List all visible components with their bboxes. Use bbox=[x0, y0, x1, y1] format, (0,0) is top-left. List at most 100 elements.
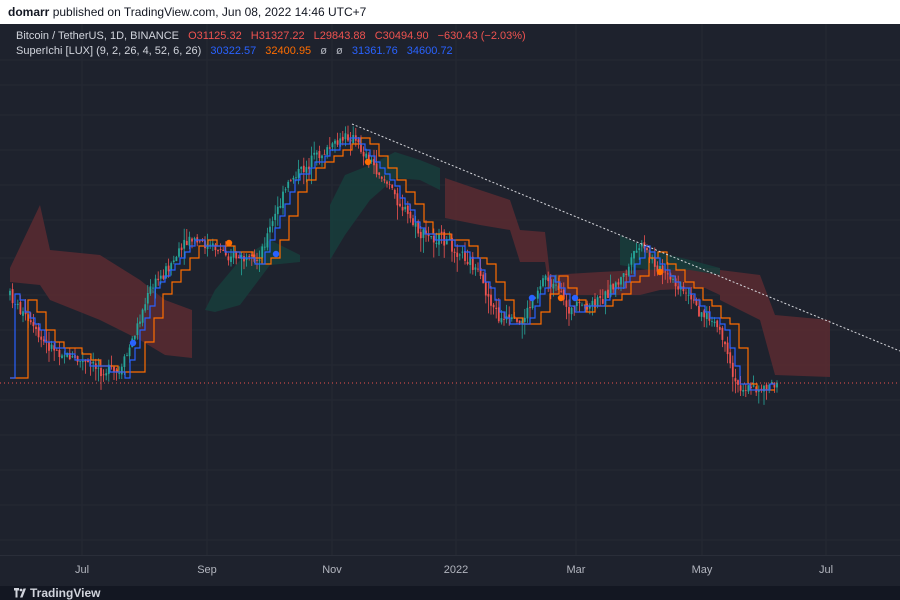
candle-body bbox=[744, 390, 747, 391]
candle-body bbox=[118, 373, 121, 374]
candle-body bbox=[461, 251, 464, 253]
candle bbox=[625, 269, 628, 289]
candle-body bbox=[607, 289, 609, 298]
candle bbox=[607, 279, 609, 298]
baseline-line bbox=[10, 137, 775, 391]
candle-body bbox=[518, 320, 521, 324]
candle bbox=[510, 314, 513, 322]
candle-body bbox=[568, 307, 570, 314]
trendline bbox=[351, 123, 900, 352]
candle-body bbox=[438, 233, 440, 245]
candle-body bbox=[474, 267, 477, 270]
candle-body bbox=[183, 239, 186, 249]
candle-body bbox=[458, 254, 461, 256]
candle bbox=[66, 352, 69, 358]
candle bbox=[765, 382, 768, 400]
candle bbox=[84, 359, 87, 374]
candle-body bbox=[40, 336, 43, 340]
candle-body bbox=[729, 352, 732, 364]
publish-bar: domarr published on TradingView.com, Jun… bbox=[0, 0, 900, 24]
candle bbox=[638, 243, 641, 260]
time-tick-may: May bbox=[691, 564, 713, 576]
indicator-legend[interactable]: SuperIchi [LUX] (9, 2, 26, 4, 52, 6, 26)… bbox=[16, 45, 453, 57]
candle bbox=[167, 258, 170, 278]
candle bbox=[211, 238, 214, 252]
candle-body bbox=[609, 284, 612, 297]
candle-body bbox=[133, 335, 136, 340]
symbol-legend[interactable]: Bitcoin / TetherUS, 1D, BINANCE O31125.3… bbox=[16, 30, 526, 42]
candle bbox=[614, 281, 617, 298]
candle-body bbox=[414, 222, 417, 227]
candle-body bbox=[175, 256, 178, 262]
candle-body bbox=[542, 278, 544, 287]
candle-body bbox=[214, 244, 217, 251]
candle-body bbox=[698, 305, 700, 317]
candle-body bbox=[313, 152, 316, 155]
candle bbox=[170, 261, 173, 276]
candle bbox=[713, 317, 716, 327]
candle-body bbox=[614, 282, 617, 290]
candle bbox=[373, 149, 375, 175]
candle bbox=[118, 366, 121, 380]
chart-area[interactable] bbox=[0, 24, 900, 555]
candle-body bbox=[484, 282, 487, 296]
candle-body bbox=[417, 220, 420, 234]
candle-body bbox=[432, 236, 435, 243]
candle-body bbox=[370, 159, 373, 162]
candle-body bbox=[50, 344, 53, 349]
candle-body bbox=[583, 304, 586, 306]
candle-body bbox=[308, 166, 310, 170]
candle-body bbox=[53, 345, 56, 351]
candle-body bbox=[79, 361, 82, 362]
candle-body bbox=[726, 342, 729, 355]
candle-body bbox=[235, 251, 238, 259]
candle bbox=[282, 185, 284, 215]
candle-body bbox=[409, 211, 412, 219]
bull-cloud-1 bbox=[205, 240, 300, 312]
candle-body bbox=[357, 139, 360, 143]
candle-body bbox=[232, 252, 235, 258]
candle bbox=[573, 305, 576, 316]
candle-body bbox=[378, 172, 381, 175]
candle-body bbox=[396, 193, 399, 206]
candle bbox=[94, 358, 97, 381]
candle bbox=[313, 141, 316, 160]
candle bbox=[630, 253, 633, 274]
candle-body bbox=[393, 189, 396, 195]
signal-dot bbox=[225, 239, 233, 247]
candle-body bbox=[750, 386, 752, 389]
candle-body bbox=[581, 304, 583, 306]
candle-body bbox=[763, 385, 765, 392]
candle bbox=[178, 242, 180, 258]
candle bbox=[40, 329, 43, 348]
candle bbox=[726, 336, 729, 364]
candle-body bbox=[625, 273, 628, 275]
candle-body bbox=[126, 355, 128, 357]
candle-body bbox=[167, 265, 170, 272]
candle bbox=[386, 180, 388, 188]
candle-body bbox=[453, 251, 456, 253]
candle bbox=[378, 172, 381, 179]
candle-body bbox=[58, 349, 61, 358]
candle bbox=[243, 253, 245, 270]
candle-body bbox=[539, 286, 542, 290]
candle bbox=[612, 283, 615, 294]
candle-body bbox=[165, 266, 167, 279]
price-chart[interactable] bbox=[0, 24, 900, 555]
candle bbox=[310, 146, 313, 185]
candle bbox=[529, 299, 531, 321]
time-tick-nov: Nov bbox=[322, 564, 342, 576]
candle-body bbox=[503, 319, 505, 320]
candle-body bbox=[425, 230, 427, 235]
candle bbox=[763, 384, 765, 405]
candle-body bbox=[321, 155, 323, 159]
candle-body bbox=[297, 168, 300, 178]
time-axis[interactable]: Jul Sep Nov 2022 Mar May Jul bbox=[0, 555, 900, 586]
candle bbox=[172, 255, 175, 265]
open-value: O31125.32 bbox=[188, 30, 242, 42]
bear-cloud-2 bbox=[445, 178, 720, 295]
candle-body bbox=[646, 248, 648, 251]
candle bbox=[289, 178, 292, 182]
candle-body bbox=[279, 205, 282, 208]
author-name[interactable]: domarr bbox=[8, 5, 50, 19]
